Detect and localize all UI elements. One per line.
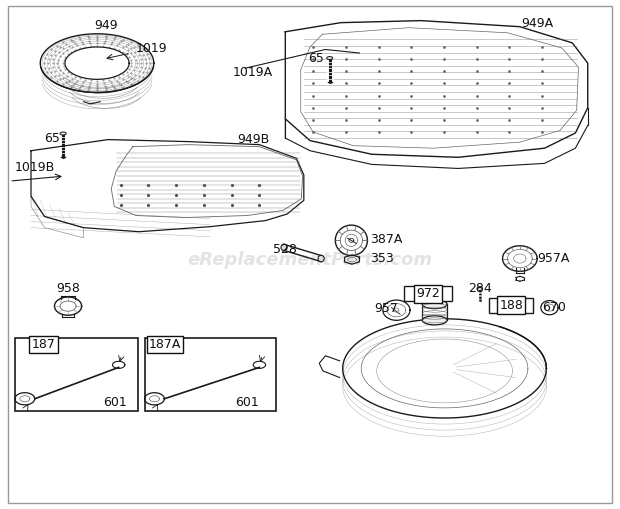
Text: 958: 958: [56, 282, 80, 295]
Text: 187: 187: [32, 338, 55, 351]
Text: 188: 188: [499, 299, 523, 312]
Ellipse shape: [422, 316, 447, 325]
Text: 1019A: 1019A: [233, 66, 273, 79]
Text: 972: 972: [416, 288, 440, 300]
Text: 949A: 949A: [521, 17, 553, 30]
Ellipse shape: [60, 132, 66, 135]
Text: eReplacementParts.com: eReplacementParts.com: [187, 250, 433, 269]
Bar: [404, 286, 452, 301]
Text: 957A: 957A: [537, 252, 570, 265]
Bar: [144, 338, 276, 411]
Ellipse shape: [327, 56, 333, 60]
Text: 65: 65: [44, 131, 60, 145]
Ellipse shape: [477, 287, 482, 290]
Text: 1019B: 1019B: [15, 161, 55, 174]
Text: 528: 528: [273, 243, 297, 256]
Text: 670: 670: [542, 301, 566, 314]
Text: 284: 284: [468, 282, 492, 295]
Text: 65: 65: [308, 51, 324, 65]
Text: 949B: 949B: [237, 132, 269, 146]
Text: 601: 601: [104, 396, 127, 409]
Bar: [15, 338, 138, 411]
Ellipse shape: [281, 244, 287, 251]
Ellipse shape: [422, 300, 447, 308]
Text: 387A: 387A: [371, 233, 403, 246]
Text: 957: 957: [374, 302, 398, 315]
Text: 949: 949: [94, 19, 118, 32]
Text: 187A: 187A: [149, 338, 181, 351]
Ellipse shape: [318, 255, 324, 262]
Text: 1019: 1019: [136, 42, 167, 55]
Bar: [489, 298, 533, 313]
Text: 601: 601: [235, 396, 259, 409]
Text: 353: 353: [371, 252, 394, 265]
